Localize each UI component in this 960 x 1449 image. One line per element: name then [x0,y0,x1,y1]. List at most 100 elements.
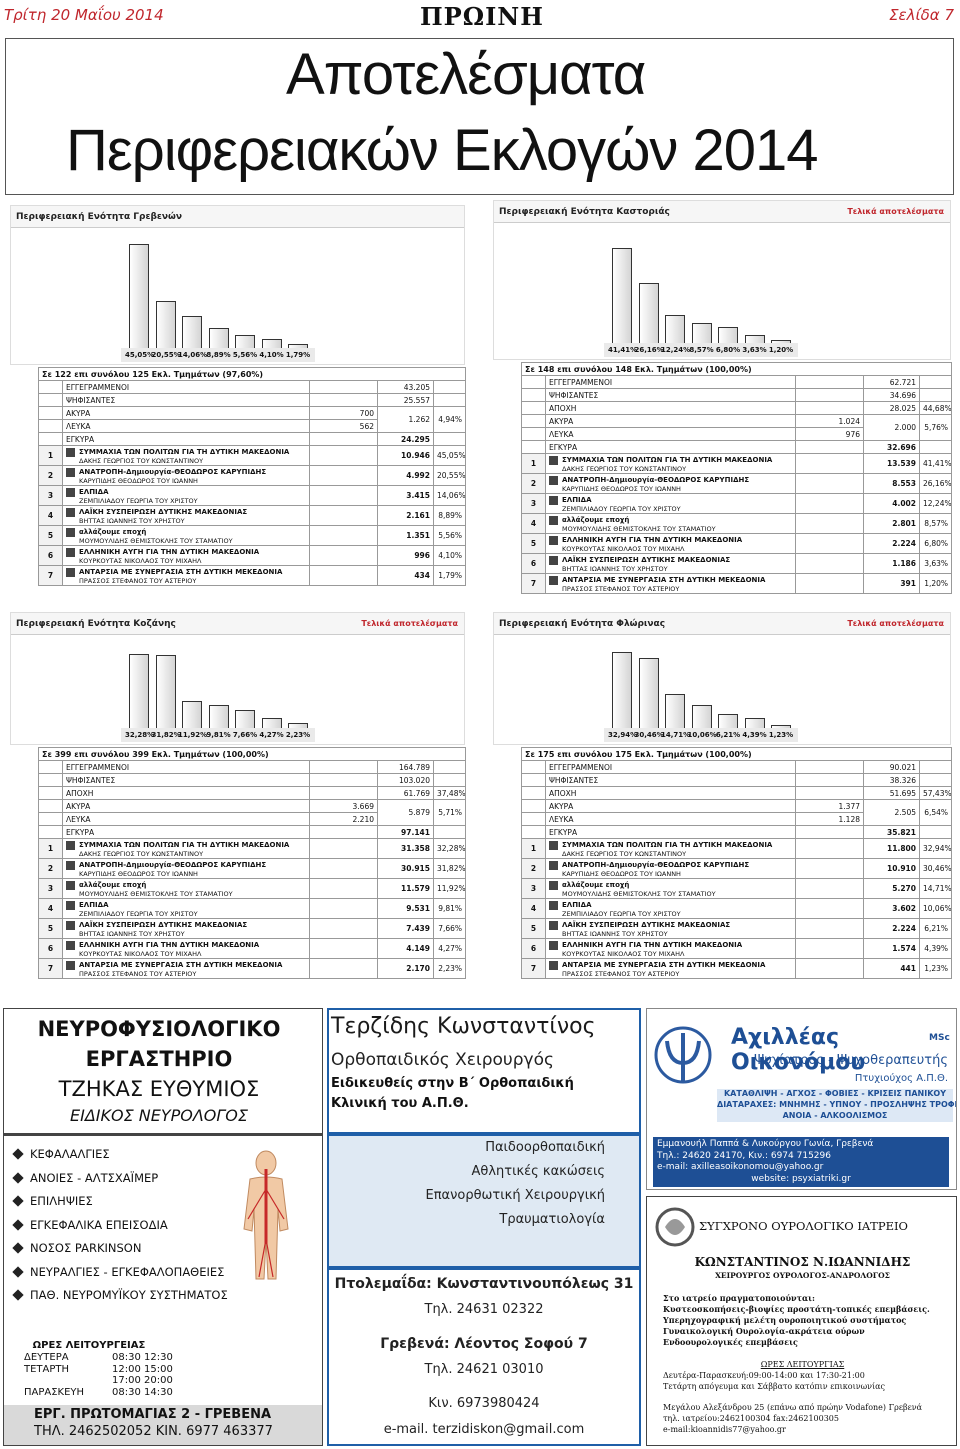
party-line: ΑΝΤΑΡΣΙΑ ΜΕ ΣΥΝΕΡΓΑΣΙΑ ΣΤΗ ΔΥΤΙΚΗ ΜΕΚΕΔΟ… [66,960,306,970]
bar [771,340,791,343]
cell-value: 62.721 [863,375,920,389]
contact-line: Τηλ. 24621 03010 [424,1362,544,1377]
bar-label: 32,28% [125,731,155,739]
time: 08:30 12:30 [112,1352,173,1363]
contact-line: Εμμανουήλ Παππά & Λυκούργου Γωνία, Γρεβε… [657,1139,874,1149]
party-line: ΣΥΜΜΑΧΙΑ ΤΩΝ ΠΟΛΙΤΩΝ ΓΙΑ ΤΗ ΔΥΤΙΚΗ ΜΑΚΕΔ… [549,840,792,850]
list-item: ΝΕΥΡΑΛΓΙΕΣ - ΕΓΚΕΦΑΛΟΠΑΘΕΙΕΣ [12,1265,228,1289]
cell [432,760,467,774]
party-name: ΛΑΪΚΗ ΣΥΣΠΕΙΡΩΣΗ ΔΥΤΙΚΗΣ ΜΑΚΕΔΟΝΙΑΣ [562,556,731,565]
row-label: ΕΓΚΥΡΑ [545,825,796,839]
party-row: 7 ΑΝΤΑΡΣΙΑ ΜΕ ΣΥΝΕΡΓΑΣΙΑ ΣΤΗ ΔΥΤΙΚΗ ΜΕΚΕΔ… [521,958,953,979]
cell [38,799,63,813]
party-swatch [549,555,558,565]
party-leader: ΠΡΑΣΣΟΣ ΣΤΕΦΑΝΟΣ ΤΟΥ ΑΣΤΕΡΙΟΥ [79,969,197,978]
party-votes: 7.439 [377,918,434,939]
party-line: ΕΛΛΗΝΙΚΗ ΑΥΓΗ ΓΙΑ ΤΗΝ ΔΥΤΙΚΗ ΜΑΚΕΔΟΝΙΑ [66,547,306,557]
cell [309,838,378,859]
party-cell: ΕΛΛΗΝΙΚΗ ΑΥΓΗ ΓΙΑ ΤΗΝ ΔΥΤΙΚΗ ΜΑΚΕΔΟΝΙΑ ΚΟ… [545,938,796,959]
party-pct: 41,41% [918,453,953,474]
party-rank: 4 [38,898,63,919]
cell [521,388,546,402]
party-cell: αλλάζουμε εποχή ΜΟΥΜΟΥΛΙΔΗΣ ΘΕΜΙΣΤΟΚΛΗΣ Τ… [545,513,796,534]
bar [261,718,282,728]
party-rank: 4 [521,513,546,534]
cell-value: 28.025 [863,401,920,415]
party-rank: 7 [38,565,63,586]
party-leader: ΚΟΥΡΚΟΥΤΑΣ ΝΙΚΟΛΑΟΣ ΤΟΥ ΜΙΧΑΗΛ [562,544,685,553]
party-rank: 7 [38,958,63,979]
cell [38,406,63,420]
contact-line: e-mail: axilleasoikonomou@yahoo.gr [657,1162,824,1172]
party-pct: 30,46% [918,858,953,879]
party-line: ΕΛΠΙΔΑ [66,900,306,910]
cell [309,898,378,919]
invalid-row: ΑΚΥΡΑ 1.377 2.505 6,54% [521,799,953,826]
contact-line: Τηλ. 24631 02322 [424,1302,544,1317]
doctor-name: ΚΩΝΣΤΑΝΤΙΝΟΣ Ν.ΙΩΑΝΝΙΔΗΣ [694,1255,911,1269]
region-panel: Περιφερειακή Ενότητα Κοζάνης Τελικά αποτε… [10,612,467,997]
cell [432,825,467,839]
cell-value: 38.326 [863,773,920,787]
hours-row: ΠΑΡΑΣΚΕΥΗ 08:30 14:30 [24,1387,173,1399]
bar-label: 4,27% [259,731,284,739]
party-rank: 7 [521,958,546,979]
party-votes: 13.539 [863,453,920,474]
party-pct: 4,39% [918,938,953,959]
party-name: αλλάζουμε εποχή [79,528,147,537]
party-row: 5 ΛΑΪΚΗ ΣΥΣΠΕΙΡΩΣΗ ΔΥΤΙΚΗΣ ΜΑΚΕΔΟΝΙΑΣ ΒΗΤΤ… [38,918,467,939]
bar-chart: Περιφερειακή Ενότητα Καστοριάς Τελικά απο… [493,200,951,360]
row-label: ΨΗΦΙΣΑΝΤΕΣ [545,773,796,787]
cell [309,432,378,446]
party-pct: 10,06% [918,898,953,919]
contact-line: Γρεβενά: Λέοντος Σοφού 7 [380,1336,588,1352]
party-rank: 3 [38,878,63,899]
party-row: 3 ΕΛΠΙΔΑ ΖΕΜΠΙΛΙΑΔΟΥ ΓΕΩΡΓΙΑ ΤΟΥ ΧΡΙΣΤΟΥ 3.… [38,485,467,506]
party-cell: ΣΥΜΜΑΧΙΑ ΤΩΝ ΠΟΛΙΤΩΝ ΓΙΑ ΤΗ ΔΥΤΙΚΗ ΜΑΚΕΔ… [62,838,310,859]
cell [38,773,63,787]
party-name: ΣΥΜΜΑΧΙΑ ΤΩΝ ΠΟΛΙΤΩΝ ΓΙΑ ΤΗ ΔΥΤΙΚΗ ΜΑΚΕΔ… [562,841,773,850]
party-leader: ΖΕΜΠΙΛΙΑΔΟΥ ΓΕΩΡΓΙΑ ΤΟΥ ΧΡΙΣΤΟΥ [79,496,198,505]
party-line: ΑΝΑΤΡΟΠΗ-Δημιουργία-ΘΕΟΔΩΡΟΣ ΚΑΡΥΠΙΔΗΣ [549,475,792,485]
cell [795,760,864,774]
list-item: Ενδοουρολογικές επεμβάσεις [663,1337,930,1348]
cell [309,786,378,800]
party-votes: 10.946 [377,445,434,466]
party-rank: 6 [38,545,63,566]
party-pct: 32,28% [432,838,467,859]
party-row: 4 ΕΛΠΙΔΑ ΖΕΜΠΙΛΙΑΔΟΥ ΓΕΩΡΓΙΑ ΤΟΥ ΧΡΙΣΤΟΥ 3.… [521,898,953,919]
region-panel: Περιφερειακή Ενότητα Φλώρινας Τελικά αποτ… [493,612,953,997]
item-text: Ενδοουρολογικές επεμβάσεις [663,1337,798,1347]
cell-value: 1.377 [795,799,864,813]
party-swatch [66,467,75,477]
party-row: 7 ΑΝΤΑΡΣΙΑ ΜΕ ΣΥΝΕΡΓΑΣΙΑ ΣΤΗ ΔΥΤΙΚΗ ΜΕΚΕΔ… [38,958,467,979]
party-pct: 45,05% [432,445,467,466]
party-row: 1 ΣΥΜΜΑΧΙΑ ΤΩΝ ΠΟΛΙΤΩΝ ΓΙΑ ΤΗ ΔΥΤΙΚΗ ΜΑΚΕ… [521,838,953,859]
party-row: 4 αλλάζουμε εποχή ΜΟΥΜΟΥΛΙΔΗΣ ΘΕΜΙΣΤΟΚΛΗΣ … [521,513,953,534]
party-cell: ΑΝΤΑΡΣΙΑ ΜΕ ΣΥΝΕΡΓΑΣΙΑ ΣΤΗ ΔΥΤΙΚΗ ΜΕΚΕΔΟ… [545,958,796,979]
ad-urology: ΣΥΓΧΡΟΝΟ ΟΥΡΟΛΟΓΙΚΟ ΙΑΤΡΕΙΟ ΚΩΝΣΤΑΝΤΙΝΟΣ… [646,1196,957,1446]
cell [521,799,546,813]
cell [918,388,953,402]
party-swatch [549,900,558,910]
party-pct: 2,23% [432,958,467,979]
bar [718,713,738,728]
list-item: ΚΕΦΑΛΑΛΓΙΕΣ [12,1147,228,1171]
newspaper-logo: ΠΡΩΙΝΗ [420,2,544,31]
party-votes: 441 [863,958,920,979]
cell [795,533,864,554]
cell-value: 976 [795,427,864,441]
party-cell: ΑΝΤΑΡΣΙΑ ΜΕ ΣΥΝΕΡΓΑΣΙΑ ΣΤΗ ΔΥΤΙΚΗ ΜΕΚΕΔΟ… [62,565,310,586]
cell [521,786,546,800]
clinic-logo [655,1207,695,1247]
bar-chart: Περιφερειακή Ενότητα Φλώρινας Τελικά αποτ… [493,612,951,745]
party-leader: ΚΟΥΡΚΟΥΤΑΣ ΝΙΚΟΛΑΟΣ ΤΟΥ ΜΙΧΑΗΛ [562,949,685,958]
party-cell: ΕΛΠΙΔΑ ΖΕΜΠΙΛΙΑΔΟΥ ΓΕΩΡΓΙΑ ΤΟΥ ΧΡΙΣΤΟΥ [545,898,796,919]
party-cell: ΕΛΛΗΝΙΚΗ ΑΥΓΗ ΓΙΑ ΤΗΝ ΔΥΤΙΚΗ ΜΑΚΕΔΟΝΙΑ ΚΟ… [62,938,310,959]
coverage: Σε 399 επι συνόλου 399 Εκλ. Τμημάτων (10… [37,747,467,761]
cell [795,401,864,415]
party-swatch [66,527,75,537]
row-label: ΑΚΥΡΑ [545,414,796,428]
party-swatch [66,567,75,577]
row-label: ΕΓΚΥΡΑ [62,825,310,839]
